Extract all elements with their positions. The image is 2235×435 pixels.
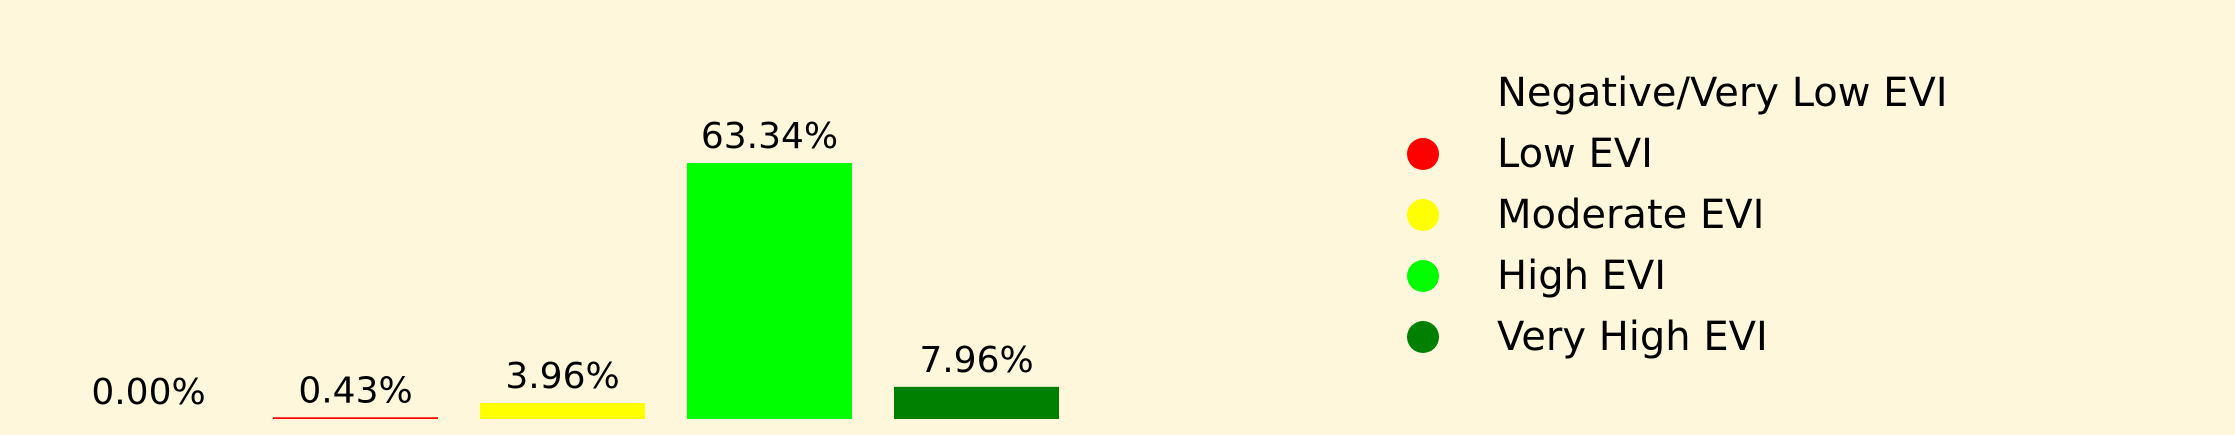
data-label-2: 0.43%	[298, 370, 412, 411]
legend-label-2: Low EVI	[1497, 130, 1653, 177]
data-label-4: 63.34%	[701, 116, 838, 157]
legend-label-1: Negative/Very Low EVI	[1497, 69, 1948, 116]
legend-marker-5	[1407, 320, 1439, 353]
bar-3	[480, 402, 645, 419]
legend-label-4: High EVI	[1497, 252, 1667, 299]
bar-2	[273, 417, 438, 419]
legend-item-4: High EVI	[1395, 245, 1948, 306]
legend-item-1: Negative/Very Low EVI	[1395, 62, 1948, 123]
legend-marker-3	[1407, 198, 1439, 231]
legend-label-3: Moderate EVI	[1497, 191, 1765, 238]
data-label-3: 3.96%	[505, 356, 619, 397]
data-label-5: 7.96%	[919, 340, 1033, 381]
chart-legend: Negative/Very Low EVI Low EVI Moderate EVI…	[1395, 62, 1948, 367]
legend-marker-2	[1407, 137, 1439, 170]
legend-item-5: Very High EVI	[1395, 306, 1948, 367]
legend-item-2: Low EVI	[1395, 123, 1948, 184]
data-label-1: 0.00%	[91, 372, 205, 413]
bar-5	[894, 386, 1059, 419]
legend-item-3: Moderate EVI	[1395, 184, 1948, 245]
legend-marker-1	[1407, 76, 1439, 109]
legend-label-5: Very High EVI	[1497, 313, 1768, 360]
bar-4	[687, 163, 852, 419]
legend-marker-4	[1407, 259, 1439, 292]
